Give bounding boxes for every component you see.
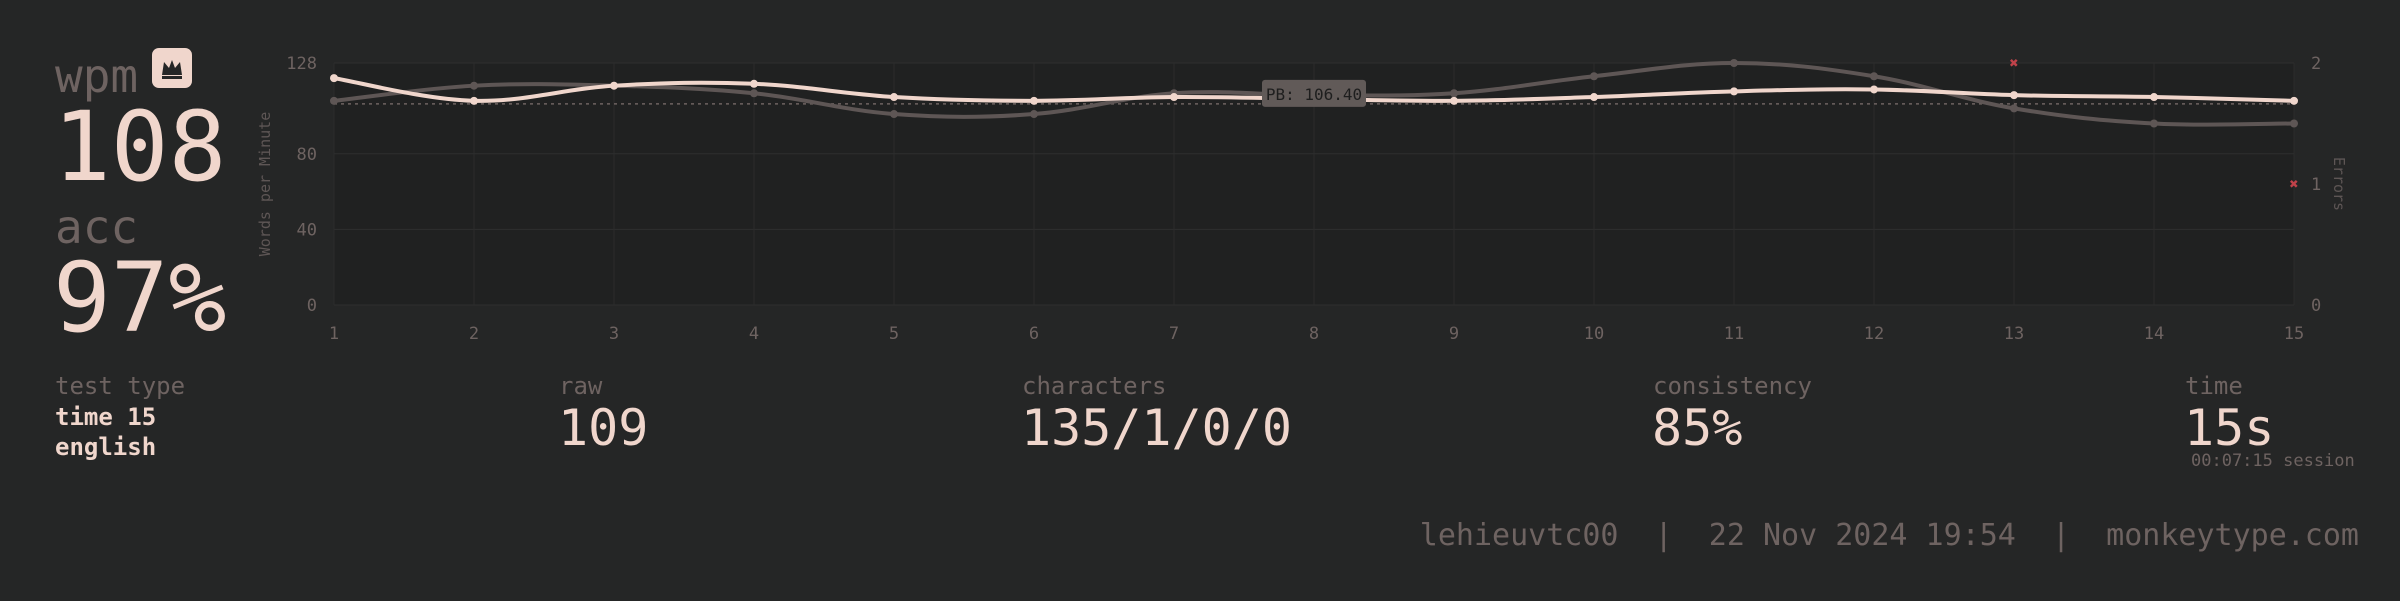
series-point-wpm	[2150, 93, 2158, 102]
series-point-raw	[1590, 72, 1598, 81]
series-point-raw	[1730, 59, 1738, 67]
x-tick-label: 5	[889, 324, 899, 344]
series-point-wpm	[2010, 91, 2018, 100]
wpm-value: 108	[53, 91, 227, 203]
consistency-label: consistency	[1653, 372, 1812, 400]
series-point-wpm	[330, 74, 338, 83]
series-point-wpm	[1730, 87, 1738, 96]
series-point-wpm	[1030, 96, 1038, 105]
y2-tick-label: 0	[2311, 296, 2321, 316]
series-point-wpm	[1870, 85, 1878, 94]
y-tick-label: 80	[297, 145, 317, 165]
x-tick-label: 7	[1169, 324, 1179, 344]
raw-label: raw	[559, 372, 603, 400]
crown-icon	[152, 48, 192, 88]
x-tick-label: 8	[1309, 324, 1319, 344]
y2-axis-label: Errors	[2330, 157, 2348, 211]
x-tick-label: 13	[2004, 324, 2024, 344]
series-point-wpm	[1450, 96, 1458, 105]
test-type-language[interactable]: english	[55, 433, 157, 461]
x-tick-label: 2	[469, 324, 479, 344]
x-tick-label: 12	[1864, 324, 1884, 344]
characters-value: 135/1/0/0	[1021, 399, 1292, 457]
series-point-wpm	[2290, 96, 2298, 105]
series-point-wpm	[890, 93, 898, 102]
series-point-raw	[2010, 104, 2018, 113]
wpm-label: wpm	[55, 49, 139, 103]
y2-tick-label: 1	[2311, 175, 2321, 195]
test-type-label: test type	[55, 372, 186, 400]
accuracy-label: acc	[55, 200, 139, 254]
series-point-wpm	[750, 79, 758, 88]
x-tick-label: 3	[609, 324, 619, 344]
test-type-mode[interactable]: time 15	[55, 403, 157, 431]
x-tick-label: 14	[2144, 324, 2164, 344]
time-label: time	[2185, 372, 2243, 400]
series-point-wpm	[610, 81, 618, 90]
series-point-raw	[1450, 89, 1458, 98]
x-tick-label: 1	[329, 324, 339, 344]
series-point-raw	[2290, 119, 2298, 128]
error-marker: ✖	[2009, 54, 2018, 72]
series-point-raw	[750, 89, 758, 98]
series-point-raw	[1030, 110, 1038, 119]
series-point-raw	[890, 110, 898, 119]
x-tick-label: 11	[1724, 324, 1744, 344]
y-tick-label: 40	[297, 220, 317, 240]
x-tick-label: 4	[749, 324, 759, 344]
x-tick-label: 9	[1449, 324, 1459, 344]
time-value: 15s	[2184, 399, 2275, 457]
series-point-wpm	[470, 96, 478, 105]
accuracy-value: 97%	[53, 242, 227, 354]
error-marker: ✖	[2289, 175, 2298, 193]
y-tick-label: 0	[307, 296, 317, 316]
series-point-raw	[2150, 119, 2158, 128]
result-footer: lehieuvtc00 | 22 Nov 2024 19:54 | monkey…	[1419, 518, 2359, 553]
consistency-value: 85%	[1652, 399, 1743, 457]
y2-tick-label: 2	[2311, 54, 2321, 74]
series-point-wpm	[1170, 93, 1178, 102]
series-point-raw	[470, 81, 478, 90]
series-point-raw	[330, 96, 338, 105]
y-tick-label: 128	[286, 54, 317, 74]
series-point-wpm	[1590, 93, 1598, 102]
series-point-raw	[1870, 72, 1878, 81]
pb-annotation-box	[1262, 79, 1366, 107]
pb-annotation-label: PB: 106.40	[1266, 85, 1362, 104]
session-time: 00:07:15 session	[2191, 451, 2355, 471]
y-axis-label: Words per Minute	[256, 112, 274, 257]
characters-label: characters	[1022, 372, 1167, 400]
x-tick-label: 10	[1584, 324, 1604, 344]
raw-value: 109	[558, 399, 649, 457]
x-tick-label: 15	[2284, 324, 2304, 344]
x-tick-label: 6	[1029, 324, 1039, 344]
